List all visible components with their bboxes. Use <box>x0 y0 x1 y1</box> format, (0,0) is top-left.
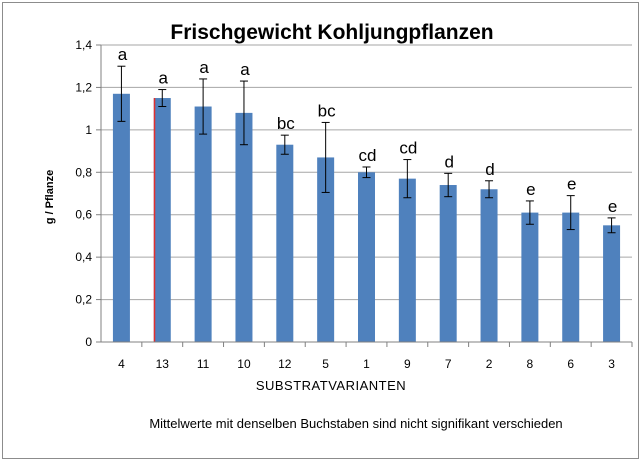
group-label: e <box>567 175 576 194</box>
y-tick-label: 1,2 <box>75 80 92 94</box>
bar <box>603 225 621 342</box>
bar <box>521 212 539 342</box>
group-label: cd <box>399 139 417 158</box>
y-axis-label: g / Pflanze <box>44 170 56 224</box>
bar-chart: Frischgewicht Kohljungpflanzen a a a a bc bc c… <box>44 21 633 431</box>
y-tick-label: 0,4 <box>75 250 92 264</box>
group-label: cd <box>359 146 377 165</box>
x-tick-label: 6 <box>567 357 574 371</box>
chart-frame: Frischgewicht Kohljungpflanzen a a a a bc bc c… <box>2 2 639 459</box>
bar <box>480 189 498 342</box>
group-label: d <box>444 152 453 171</box>
x-tick-label: 9 <box>404 357 411 371</box>
x-tick-label: 4 <box>118 357 125 371</box>
group-label: e <box>526 180 535 199</box>
x-tick-label: 10 <box>237 357 251 371</box>
x-tick-label: 2 <box>486 357 493 371</box>
bar <box>358 172 375 342</box>
x-tick-label: 11 <box>197 357 210 371</box>
group-label: e <box>608 197 617 216</box>
group-label: a <box>159 69 169 88</box>
y-tick-label: 0 <box>85 335 92 349</box>
group-label: bc <box>277 114 295 133</box>
y-tick-label: 0,8 <box>75 165 92 179</box>
group-labels: a a a a bc bc cd cd d d e e e <box>118 45 618 216</box>
bar <box>112 93 130 343</box>
group-label: a <box>199 58 209 77</box>
y-tick-label: 1,4 <box>75 38 92 52</box>
bar <box>194 106 212 343</box>
group-label: d <box>485 160 494 179</box>
x-tick-label: 8 <box>527 357 534 371</box>
x-tick-label: 1 <box>363 357 370 371</box>
bar <box>439 185 457 342</box>
error-bars <box>117 65 616 234</box>
x-tick-label: 7 <box>445 357 452 371</box>
x-tick-labels: 4 13 11 10 12 5 1 9 7 2 8 6 3 <box>118 357 615 371</box>
axes <box>100 45 632 343</box>
bar <box>317 157 335 342</box>
bar <box>562 212 580 342</box>
bar <box>276 144 294 342</box>
bar <box>235 112 253 342</box>
group-label: a <box>240 60 250 79</box>
x-tick-label: 13 <box>156 357 170 371</box>
y-tick-label: 1 <box>85 123 92 137</box>
group-label: bc <box>318 101 336 120</box>
x-tick-label: 3 <box>608 357 615 371</box>
y-tick-label: 0,6 <box>75 208 92 222</box>
bar <box>153 98 171 343</box>
x-axis-label: SUBSTRATVARIANTEN <box>256 378 406 393</box>
group-label: a <box>118 45 128 64</box>
y-tick-labels: 0 0,2 0,4 0,6 0,8 1 1,2 1,4 <box>75 38 92 349</box>
bars <box>112 93 621 343</box>
bar <box>398 178 416 342</box>
x-tick-label: 5 <box>322 357 329 371</box>
chart-title: Frischgewicht Kohljungpflanzen <box>170 21 493 44</box>
x-tick-label: 12 <box>278 357 292 371</box>
y-tick-label: 0,2 <box>75 293 92 307</box>
significance-note: Mittelwerte mit denselben Buchstaben sin… <box>149 416 562 431</box>
